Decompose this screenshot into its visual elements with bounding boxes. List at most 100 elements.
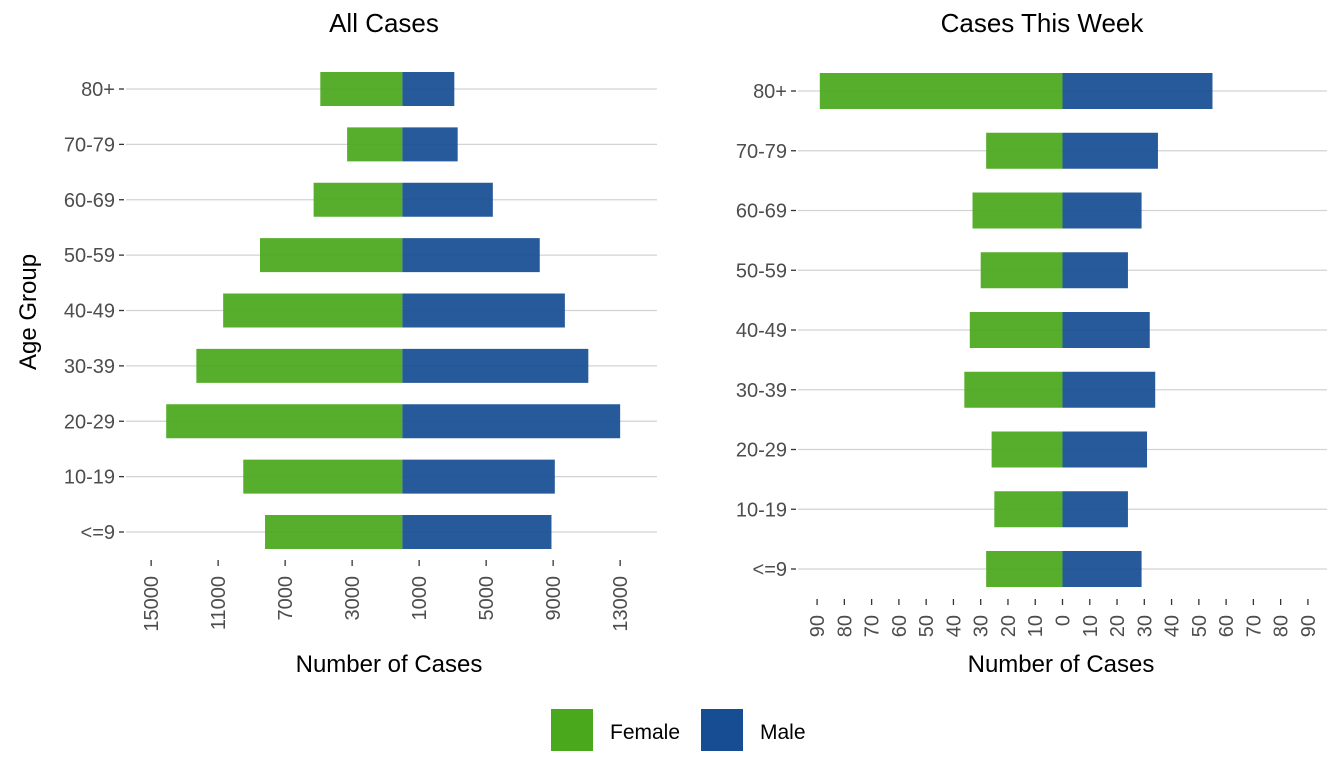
x-tick-label: 5000 <box>476 576 498 621</box>
y-tick-label: 10-19 <box>736 499 787 521</box>
x-tick-label: 20 <box>1107 615 1129 637</box>
bar-female <box>260 238 403 273</box>
legend: Female Male <box>551 709 806 751</box>
bar-female <box>223 293 403 328</box>
chart-cases-this-week: Cases This Week <=9 10-19 20-29 30-39 40-49 5… <box>736 8 1327 678</box>
bar-female <box>347 127 403 162</box>
bar-female <box>986 132 1063 169</box>
bar-male <box>1062 371 1156 408</box>
x-tick-label: 1000 <box>409 576 431 621</box>
y-axis: <=9 10-19 20-29 30-39 40-49 50-59 60-69 70-79 80… <box>736 81 796 581</box>
x-tick-label: 60 <box>889 615 911 637</box>
bar-female <box>969 312 1063 348</box>
x-tick-label: 13000 <box>610 576 632 632</box>
bar-male <box>402 238 540 273</box>
x-tick-label: 20 <box>998 615 1020 637</box>
y-tick-label: 70-79 <box>64 134 115 156</box>
bar-female <box>986 551 1063 587</box>
bar-male <box>402 127 458 162</box>
bar-female <box>991 431 1063 468</box>
bar-female <box>243 459 403 494</box>
y-tick-label: 60-69 <box>736 201 787 223</box>
bar-male <box>1062 192 1142 229</box>
y-tick-label: 70-79 <box>736 141 787 163</box>
x-tick-label: 70 <box>862 615 884 637</box>
x-tick-label: 9000 <box>543 576 565 621</box>
x-tick-label: 30 <box>971 615 993 637</box>
x-tick-label: 30 <box>1134 615 1156 637</box>
bar-female <box>313 182 403 217</box>
bars <box>819 73 1213 587</box>
y-axis-title: Age Group <box>15 254 42 370</box>
bar-male <box>402 293 565 328</box>
bar-male <box>402 404 621 439</box>
legend-swatch-female <box>551 709 593 751</box>
y-tick-label: 10-19 <box>64 467 115 489</box>
y-tick-label: 80+ <box>81 79 115 101</box>
legend-swatch-male <box>701 709 743 751</box>
bar-male <box>1062 132 1158 169</box>
y-tick-label: 30-39 <box>64 356 115 378</box>
bar-male <box>402 459 555 494</box>
bar-male <box>402 515 552 549</box>
y-tick-label: 60-69 <box>64 190 115 212</box>
bar-male <box>402 182 493 217</box>
legend-label-male: Male <box>760 721 806 744</box>
bar-male <box>402 348 589 383</box>
x-axis: 15000 11000 7000 3000 1000 5000 9000 13000 <box>141 560 632 632</box>
x-tick-label: 40 <box>1162 615 1184 637</box>
x-tick-label: 70 <box>1243 615 1265 637</box>
x-tick-label: 50 <box>1189 615 1211 637</box>
x-tick-label: 7000 <box>275 576 297 621</box>
bar-male <box>1062 491 1128 528</box>
bar-female <box>964 371 1063 408</box>
bar-male <box>1062 551 1142 587</box>
legend-label-female: Female <box>610 721 680 744</box>
bars <box>166 72 621 549</box>
chart-all-cases: All Cases <=9 10-19 20-29 30-39 40-49 50-59 60… <box>15 8 657 678</box>
y-tick-label: 40-49 <box>736 320 787 342</box>
y-tick-label: 20-29 <box>64 411 115 433</box>
bar-female <box>320 72 403 106</box>
x-tick-label: 0 <box>1053 615 1075 626</box>
bar-female <box>819 73 1063 109</box>
bar-male <box>402 72 455 106</box>
x-tick-label: 11000 <box>208 576 230 630</box>
x-tick-label: 10 <box>1080 615 1102 637</box>
bar-female <box>972 192 1063 229</box>
bar-male <box>1062 252 1128 289</box>
chart-title: Cases This Week <box>941 8 1145 38</box>
chart-title: All Cases <box>329 8 439 38</box>
y-tick-label: 80+ <box>753 81 787 103</box>
x-axis-title: Number of Cases <box>296 651 483 678</box>
x-tick-label: 60 <box>1216 615 1238 637</box>
y-axis: <=9 10-19 20-29 30-39 40-49 50-59 60-69 70-79 80… <box>64 79 124 544</box>
bar-female <box>265 515 403 549</box>
y-tick-label: <=9 <box>753 559 787 581</box>
bar-male <box>1062 312 1150 348</box>
x-tick-label: 80 <box>1271 615 1293 637</box>
x-tick-label: 3000 <box>342 576 364 621</box>
bar-female <box>196 348 403 383</box>
y-tick-label: 20-29 <box>736 440 787 462</box>
y-tick-label: <=9 <box>81 522 115 544</box>
x-axis-title: Number of Cases <box>968 651 1155 678</box>
y-tick-label: 50-59 <box>736 260 787 282</box>
x-tick-label: 10 <box>1025 615 1047 637</box>
x-tick-label: 40 <box>943 615 965 637</box>
x-tick-label: 90 <box>807 615 829 637</box>
y-tick-label: 50-59 <box>64 245 115 267</box>
bar-female <box>166 404 403 439</box>
x-tick-label: 50 <box>916 615 938 637</box>
bar-female <box>980 252 1063 289</box>
x-tick-label: 15000 <box>141 576 163 632</box>
x-tick-label: 90 <box>1298 615 1320 637</box>
y-tick-label: 30-39 <box>736 380 787 402</box>
bar-male <box>1062 73 1213 109</box>
bar-female <box>994 491 1063 528</box>
x-tick-label: 80 <box>834 615 856 637</box>
x-axis: 90 80 70 60 50 40 30 20 10 0 10 20 30 40 50 60 70 80 90 <box>807 599 1320 637</box>
bar-male <box>1062 431 1148 468</box>
y-tick-label: 40-49 <box>64 301 115 323</box>
